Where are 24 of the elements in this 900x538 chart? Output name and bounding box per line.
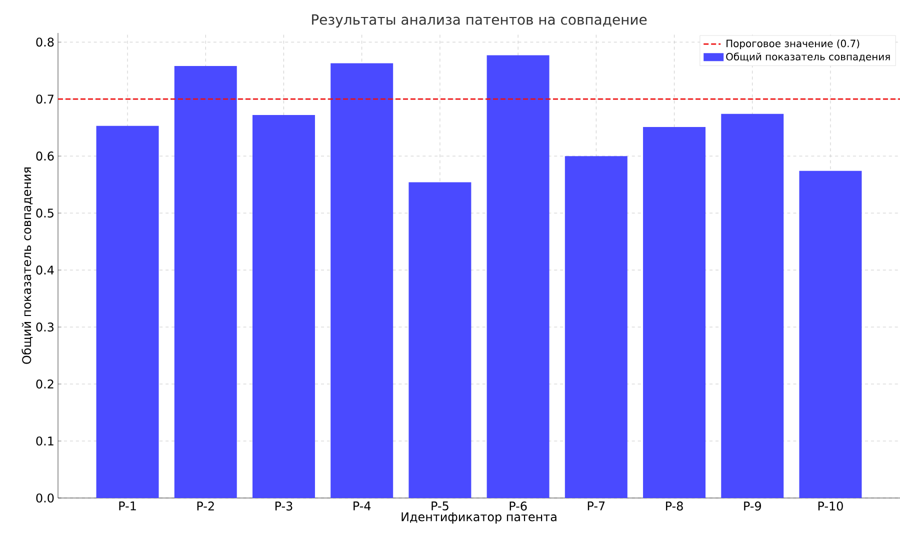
y-axis-title: Общий показатель совпадения — [22, 167, 33, 364]
y-tick-label: 0.8 — [36, 38, 54, 47]
x-tick-label: P-4 — [354, 502, 371, 510]
y-tick-label: 0.3 — [36, 322, 54, 332]
y-tick-label: 0.7 — [36, 94, 54, 104]
legend-label: Пороговое значение (0.7) — [726, 40, 860, 50]
x-axis-title: Идентификатор патента — [402, 512, 556, 524]
legend-label: Общий показатель совпадения — [726, 52, 890, 62]
y-tick-label: 0.2 — [36, 380, 54, 389]
x-tick-label: P-2 — [197, 502, 214, 510]
y-tick-label: 0.6 — [36, 152, 54, 161]
x-tick-label: P-7 — [588, 502, 605, 510]
x-tick-label: P-10 — [818, 502, 843, 511]
x-tick-label: P-1 — [119, 502, 136, 510]
x-tick-label: P-3 — [275, 502, 292, 511]
y-tick-label: 0.1 — [36, 436, 54, 446]
x-tick-label: P-6 — [510, 502, 527, 511]
y-tick-label: 0.4 — [36, 266, 54, 275]
x-tick-label: P-9 — [744, 502, 761, 511]
y-tick-label: 0.5 — [36, 208, 54, 218]
x-tick-label: P-5 — [432, 502, 448, 510]
x-tick-label: P-8 — [666, 502, 683, 511]
y-tick-label: 0.0 — [36, 493, 54, 503]
chart-title: Результаты анализа патентов на совпадение — [312, 14, 647, 28]
